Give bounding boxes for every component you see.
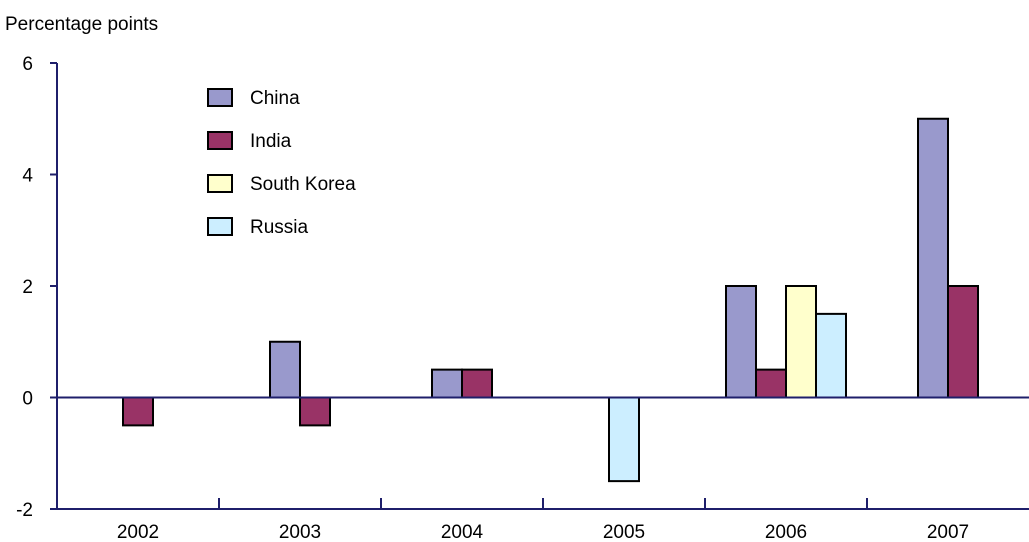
axes-layer: -2 0 2 4 6 2002 2003 2004 2005 2006 2007 <box>16 54 1029 542</box>
legend-label-india: India <box>250 131 292 152</box>
bar-russia-2005 <box>608 396 640 483</box>
legend-label-russia: Russia <box>250 217 309 238</box>
legend-label-south-korea: South Korea <box>250 174 356 195</box>
x-tick-label: 2003 <box>279 522 321 542</box>
y-tick-label: 0 <box>22 389 33 410</box>
bar-india-2006 <box>755 368 787 399</box>
x-tick-label: 2007 <box>927 522 969 542</box>
y-axis-label: Percentage points <box>5 14 158 35</box>
y-tick-label: -2 <box>16 500 33 521</box>
legend-label-china: China <box>250 88 300 109</box>
x-tick-label: 2004 <box>441 522 484 542</box>
x-tick-label: 2006 <box>765 522 807 542</box>
x-tick-label: 2002 <box>117 522 159 542</box>
legend-swatch-south-korea <box>207 174 233 193</box>
bar-china-2006 <box>725 285 757 399</box>
bar-india-2003 <box>299 396 331 427</box>
bar-india-2004 <box>461 368 493 399</box>
bar-china-2003 <box>269 340 301 399</box>
bar-china-2007 <box>917 117 949 399</box>
bar-india-2007 <box>947 285 979 399</box>
bar-south-korea-2006 <box>785 285 817 399</box>
legend-swatch-china <box>207 88 233 107</box>
bar-china-2004 <box>431 368 463 399</box>
bar-russia-2006 <box>815 312 847 399</box>
y-tick-label: 4 <box>22 166 33 187</box>
legend-swatch-russia <box>207 217 233 236</box>
x-tick-label: 2005 <box>603 522 645 542</box>
y-tick-label: 2 <box>22 277 33 298</box>
legend-swatch-india <box>207 131 233 150</box>
bar-india-2002 <box>122 396 154 427</box>
legend: China India South Korea Russia <box>207 88 356 238</box>
y-tick-label: 6 <box>22 54 33 75</box>
